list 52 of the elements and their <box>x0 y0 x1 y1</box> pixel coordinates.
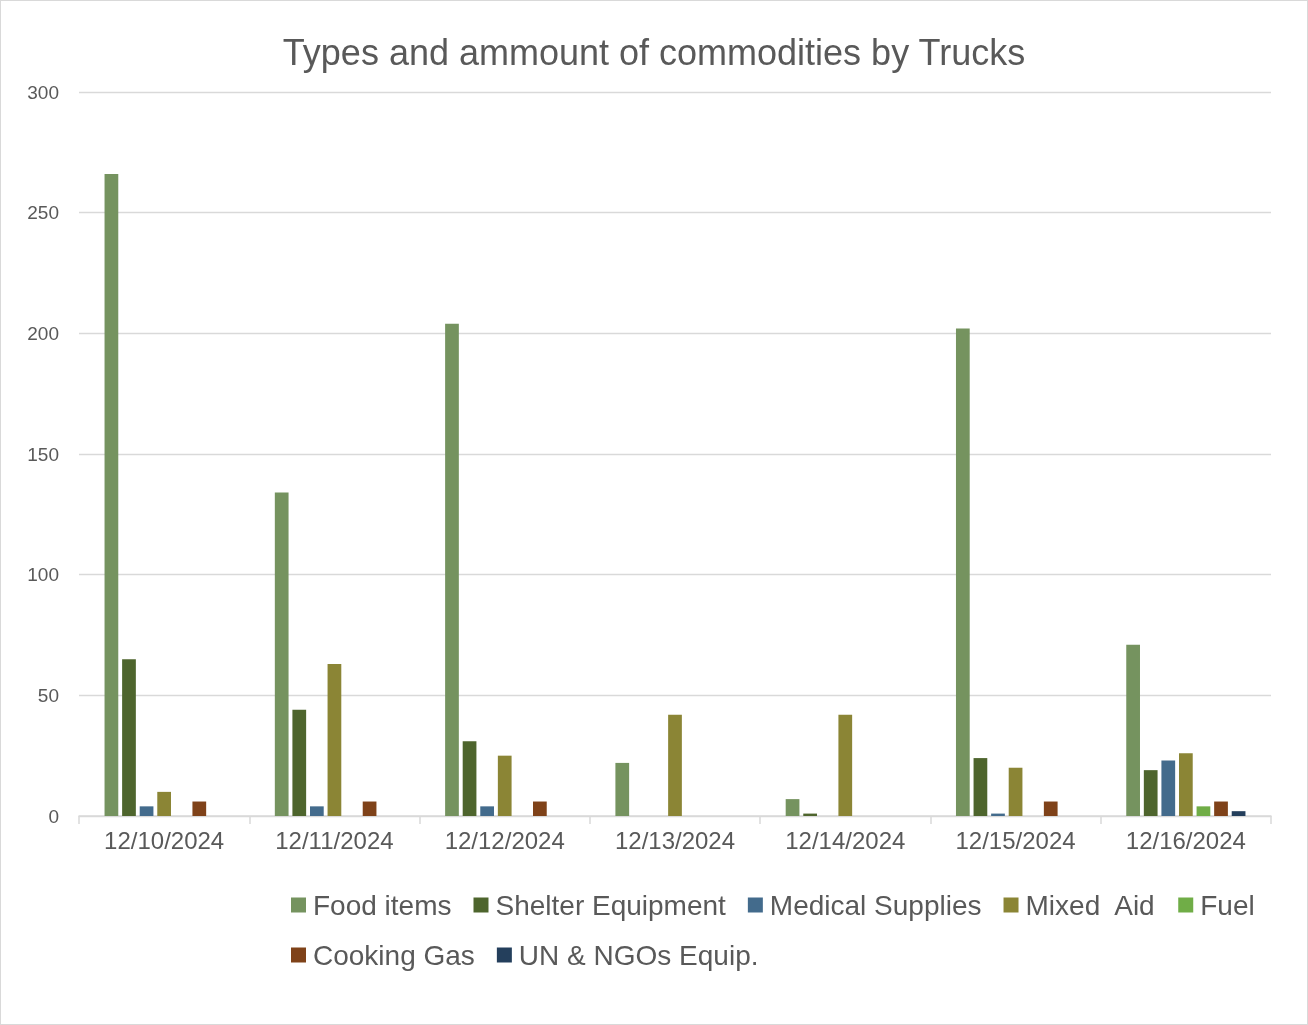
bar <box>192 801 207 816</box>
legend-label: Medical Supplies <box>769 889 982 921</box>
bar <box>445 323 459 816</box>
y-tick-label: 150 <box>27 443 59 465</box>
bar <box>615 762 630 816</box>
bar <box>785 799 800 816</box>
legend-label: Shelter Equipment <box>495 889 727 921</box>
x-tick-label: 12/13/2024 <box>614 826 736 854</box>
x-tick-label: 12/11/2024 <box>275 826 394 854</box>
y-tick-label: 200 <box>27 322 59 344</box>
x-tick-label: 12/10/2024 <box>104 826 225 854</box>
bar <box>309 806 324 816</box>
bar <box>1126 644 1140 816</box>
bar <box>1231 811 1246 816</box>
legend-label: Fuel <box>1200 889 1255 921</box>
bar <box>462 741 477 816</box>
bar <box>362 801 377 816</box>
legend-label: UN & NGOs Equip. <box>518 939 759 971</box>
bar <box>480 806 494 816</box>
bar <box>104 174 119 816</box>
y-tick-label: 0 <box>48 805 59 827</box>
bar <box>973 758 988 816</box>
bar <box>1196 806 1211 816</box>
bar <box>1214 801 1228 816</box>
bar <box>327 663 342 816</box>
bar <box>1043 801 1058 816</box>
x-tick-label: 12/15/2024 <box>955 826 1076 854</box>
bar <box>274 492 289 816</box>
x-tick-label: 12/16/2024 <box>1125 826 1246 854</box>
bar <box>497 755 512 816</box>
legend-label: Food items <box>313 889 452 921</box>
legend-label: Mixed Aid <box>1025 889 1155 921</box>
bar <box>1161 760 1176 816</box>
bar <box>533 801 547 816</box>
bar <box>955 328 970 816</box>
bar <box>1143 770 1158 816</box>
y-tick-label: 300 <box>27 81 59 103</box>
bar <box>838 714 853 816</box>
bar <box>139 806 154 816</box>
bar <box>1178 753 1193 816</box>
bar <box>292 709 307 816</box>
bar <box>1008 767 1023 816</box>
bar <box>668 714 682 816</box>
chart-title: Types and ammount of commodities by Trucks <box>282 31 1026 73</box>
x-tick-label: 12/14/2024 <box>785 826 906 854</box>
y-tick-label: 100 <box>27 564 59 586</box>
y-tick-label: 50 <box>37 684 59 706</box>
legend-label: Cooking Gas <box>313 939 475 971</box>
bar <box>157 791 172 816</box>
x-tick-label: 12/12/2024 <box>444 826 565 854</box>
bar <box>122 659 136 816</box>
y-tick-label: 250 <box>27 202 59 224</box>
